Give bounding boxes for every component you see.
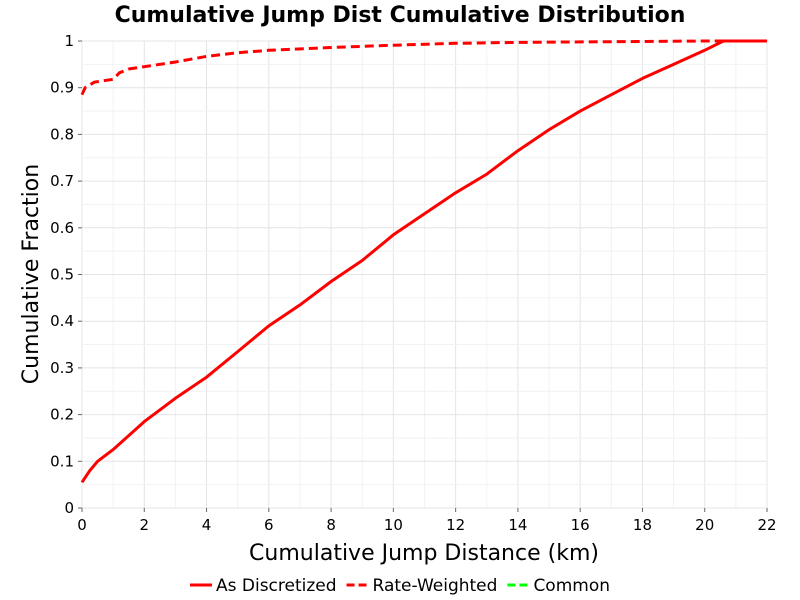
x-tick-label: 2 — [139, 516, 149, 534]
legend-label: Common — [533, 576, 610, 596]
y-tick-label: 0.7 — [50, 172, 74, 190]
y-tick-label: 0.9 — [50, 79, 74, 97]
x-tick-label: 20 — [695, 516, 714, 534]
x-tick-label: 10 — [384, 516, 403, 534]
x-tick-label: 0 — [77, 516, 87, 534]
y-axis-label: Cumulative Fraction — [19, 164, 44, 384]
y-tick-label: 0 — [64, 499, 74, 517]
x-axis-label: Cumulative Jump Distance (km) — [249, 541, 599, 566]
x-tick-label: 22 — [757, 516, 776, 534]
x-tick-label: 18 — [633, 516, 652, 534]
ticks: 0 2 4 6 8 10 12 14 16 18 20 22 0 0.1 0.2 0.3 0.4 0.5 0.6 0.… — [50, 32, 776, 534]
series-line-as-discretized — [80, 39, 767, 484]
x-tick-label: 16 — [571, 516, 590, 534]
y-tick-label: 0.6 — [50, 219, 74, 237]
y-tick-label: 0.4 — [50, 312, 74, 330]
y-tick-label: 0.8 — [50, 125, 74, 143]
x-tick-label: 6 — [264, 516, 274, 534]
grid — [81, 40, 768, 509]
y-tick-label: 0.3 — [50, 359, 74, 377]
series-layer — [80, 39, 767, 484]
x-tick-label: 4 — [202, 516, 212, 534]
legend-label: As Discretized — [216, 576, 337, 596]
x-tick-label: 8 — [326, 516, 336, 534]
y-tick-label: 0.1 — [50, 452, 74, 470]
y-tick-label: 0.2 — [50, 406, 74, 424]
y-tick-label: 0.5 — [50, 266, 74, 284]
chart-title: Cumulative Jump Dist Cumulative Distribu… — [115, 3, 686, 28]
legend-label: Rate-Weighted — [373, 576, 498, 596]
legend: As Discretized Rate-Weighted Common — [189, 576, 610, 596]
x-tick-label: 12 — [446, 516, 465, 534]
y-tick-label: 1 — [64, 32, 74, 50]
x-tick-label: 14 — [508, 516, 527, 534]
series-line-rate-weighted — [80, 39, 767, 96]
